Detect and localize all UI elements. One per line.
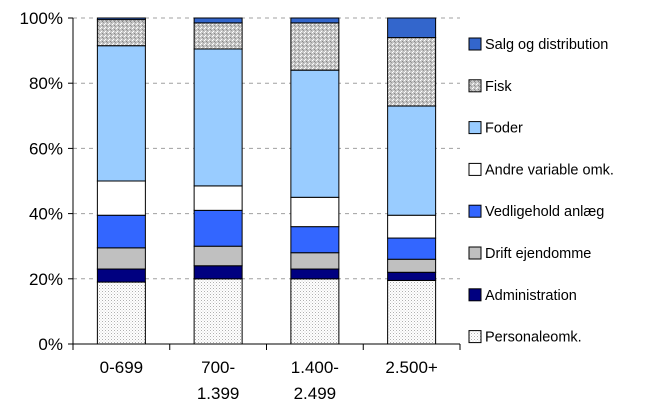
legend-label: Salg og distribution [485, 37, 608, 53]
legend-label: Foder [485, 121, 523, 137]
bar-segment [290, 17, 340, 24]
x-tick-label: 700-1.399 [197, 358, 240, 403]
bar-segment [96, 247, 146, 270]
bar-segment [193, 185, 243, 211]
legend-label: Personaleomk. [485, 330, 582, 346]
y-tick-label: 80% [29, 74, 63, 93]
bar-segment [387, 237, 437, 260]
bar-segment [387, 37, 437, 107]
bar-segment [290, 22, 340, 71]
bar-segment [96, 268, 146, 283]
bar-segment [193, 17, 243, 24]
x-tick-label: 2.500+ [385, 358, 438, 377]
y-tick-label: 0% [38, 335, 63, 354]
legend-label: Vedligehold anlæg [485, 204, 604, 220]
bar-segment [96, 45, 146, 182]
bar-segment [387, 271, 437, 281]
y-tick-label: 40% [29, 205, 63, 224]
bar-segment [387, 105, 437, 216]
x-tick-label: 0-699 [100, 358, 143, 377]
bar-segment [193, 209, 243, 247]
bar-segment [290, 69, 340, 198]
y-tick-label: 100% [20, 9, 63, 28]
legend-label: Drift ejendomme [485, 246, 591, 262]
bar-segment [96, 180, 146, 216]
legend-label: Fisk [485, 79, 512, 95]
legend-label: Administration [485, 288, 577, 304]
bar-segment [193, 265, 243, 280]
bar-segment [290, 252, 340, 270]
legend-swatch [468, 204, 482, 218]
legend-swatch [468, 330, 482, 344]
bar-segment [387, 17, 437, 39]
legend-swatch [468, 288, 482, 302]
y-tick-label: 60% [29, 139, 63, 158]
bar-segment [96, 19, 146, 47]
bar-segment [193, 245, 243, 267]
x-tick-label: 1.400-2.499 [291, 358, 339, 403]
bar-segment [193, 22, 243, 50]
bars [96, 17, 437, 345]
legend-label: Andre variable omk. [485, 162, 614, 178]
legend-swatch [468, 121, 482, 135]
bar-segment [387, 258, 437, 273]
bar-segment [193, 278, 243, 345]
y-tick-labels: 0% 20% 40% 60% 80% 100% [20, 9, 63, 354]
bar-segment [96, 281, 146, 345]
x-tick-labels: 0-699 700-1.399 1.400-2.499 2.500+ [100, 358, 438, 403]
bar-segment [193, 48, 243, 187]
bar-segment [290, 226, 340, 254]
y-tick-label: 20% [29, 270, 63, 289]
bar-segment [290, 278, 340, 345]
legend: Salg og distribution Fisk Foder Andre varia… [468, 37, 614, 346]
bar-segment [387, 214, 437, 239]
legend-swatch [468, 79, 482, 93]
bar-segment [290, 268, 340, 280]
bar-segment [96, 214, 146, 249]
bar-segment [387, 279, 437, 345]
legend-swatch [468, 162, 482, 176]
bar-segment [96, 17, 146, 21]
legend-swatch [468, 246, 482, 260]
bar-segment [290, 196, 340, 228]
legend-swatch [468, 37, 482, 51]
